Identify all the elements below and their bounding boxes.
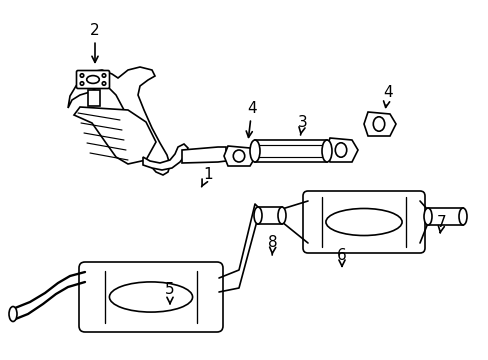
Ellipse shape — [249, 140, 260, 162]
Ellipse shape — [233, 150, 244, 162]
FancyBboxPatch shape — [79, 262, 223, 332]
Ellipse shape — [102, 74, 105, 77]
Polygon shape — [68, 67, 170, 175]
Polygon shape — [142, 144, 187, 170]
Ellipse shape — [9, 306, 17, 321]
Polygon shape — [325, 138, 357, 162]
Text: 2: 2 — [90, 23, 100, 62]
Text: 5: 5 — [165, 283, 174, 304]
Ellipse shape — [80, 74, 83, 77]
Polygon shape — [182, 147, 225, 163]
Ellipse shape — [325, 208, 401, 235]
Ellipse shape — [102, 82, 105, 85]
Text: 3: 3 — [298, 114, 307, 135]
Ellipse shape — [372, 117, 384, 131]
FancyBboxPatch shape — [76, 71, 109, 89]
Polygon shape — [88, 90, 100, 106]
Ellipse shape — [458, 208, 466, 225]
Text: 8: 8 — [267, 234, 277, 255]
Ellipse shape — [321, 140, 331, 162]
Bar — [427, 208, 462, 225]
FancyBboxPatch shape — [303, 191, 424, 253]
Ellipse shape — [278, 207, 285, 224]
Ellipse shape — [335, 143, 346, 157]
Text: 4: 4 — [246, 100, 256, 138]
Text: 1: 1 — [201, 166, 212, 187]
Text: 4: 4 — [383, 85, 392, 107]
Ellipse shape — [80, 82, 83, 85]
Bar — [258, 207, 282, 224]
Polygon shape — [224, 146, 256, 166]
Text: 6: 6 — [336, 248, 346, 266]
Ellipse shape — [423, 208, 431, 225]
Polygon shape — [363, 112, 395, 136]
Bar — [254, 140, 326, 162]
Polygon shape — [74, 107, 156, 164]
Ellipse shape — [253, 207, 262, 224]
Text: 7: 7 — [436, 215, 446, 233]
Ellipse shape — [86, 76, 99, 84]
Ellipse shape — [109, 282, 192, 312]
